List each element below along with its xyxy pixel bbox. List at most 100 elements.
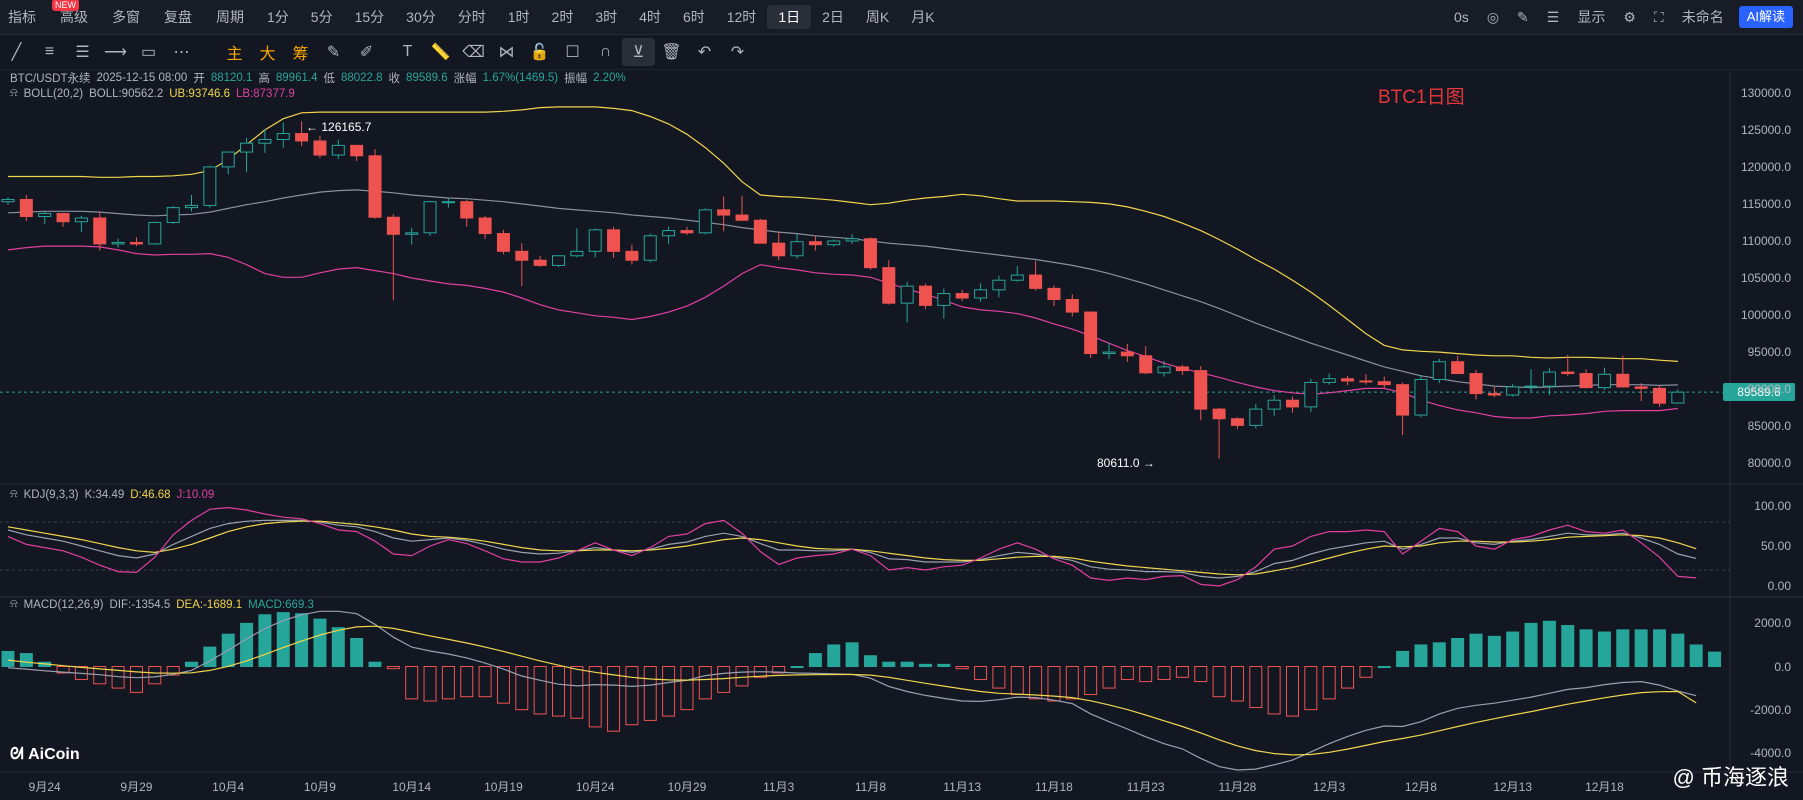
list-icon[interactable]: ☰ xyxy=(1546,9,1560,25)
interval-9[interactable]: 6时 xyxy=(682,9,705,25)
boll-legend[interactable]: ⍾ BOLL(20,2) BOLL:90562.2 UB:93746.6 LB:… xyxy=(10,87,295,100)
undo-icon[interactable]: ↶ xyxy=(697,44,712,61)
pen-icon[interactable]: ✐ xyxy=(359,44,374,61)
edit-icon[interactable]: ✎ xyxy=(1517,9,1529,25)
note-icon[interactable]: ☐ xyxy=(565,44,580,61)
rectangle-icon[interactable]: ▭ xyxy=(140,44,157,61)
pattern-icon[interactable]: ⋈ xyxy=(498,44,515,61)
lock-icon[interactable]: 🔓 xyxy=(529,44,550,61)
symbol-label[interactable]: BTC/USDT永续 xyxy=(10,73,91,85)
interval-0[interactable]: 1分 xyxy=(267,9,289,25)
interval-4[interactable]: 分时 xyxy=(457,9,486,25)
logo-text: AiCoin xyxy=(28,746,80,763)
candle xyxy=(1432,358,1446,384)
interval-5[interactable]: 1时 xyxy=(507,9,530,25)
macd-bar xyxy=(423,666,437,702)
interval-11[interactable]: 1日 xyxy=(767,5,812,29)
ruler-icon[interactable]: 📏 xyxy=(430,44,451,61)
trendline-icon[interactable]: ╱ xyxy=(11,44,22,61)
interval-2[interactable]: 15分 xyxy=(354,9,385,25)
interval-1[interactable]: 5分 xyxy=(310,9,333,25)
drawing-tool-8[interactable]: 筹 xyxy=(292,46,309,63)
candle xyxy=(1322,373,1336,385)
macd-bar xyxy=(827,644,841,668)
interval-6[interactable]: 2时 xyxy=(551,9,574,25)
candle xyxy=(735,195,749,221)
redo-icon[interactable]: ↷ xyxy=(730,44,745,61)
bell-icon[interactable]: ⍾ xyxy=(10,87,18,99)
drawing-tool-6[interactable]: 主 xyxy=(226,46,243,63)
candle xyxy=(1212,407,1226,459)
boll-ub: UB:93746.6 xyxy=(169,87,230,100)
toolbar-2[interactable]: 多窗 xyxy=(112,9,140,25)
macd-bar xyxy=(478,666,492,698)
kdj-legend[interactable]: ⍾ KDJ(9,3,3) K:34.49 D:46.68 J:10.09 xyxy=(10,488,214,501)
measure-icon[interactable]: ⋯ xyxy=(173,44,190,61)
kdj-j: J:10.09 xyxy=(176,488,215,501)
text-icon[interactable]: T xyxy=(402,43,413,60)
vertical-lines-icon[interactable]: ☰ xyxy=(75,44,90,61)
interval-12[interactable]: 2日 xyxy=(822,9,844,25)
magnet-icon[interactable]: ∩ xyxy=(599,43,612,60)
interval-3[interactable]: 30分 xyxy=(406,9,436,25)
macd-legend[interactable]: ⍾ MACD(12,26,9) DIF:-1354.5 DEA:-1689.1 … xyxy=(10,598,314,611)
macd-bar xyxy=(368,661,382,668)
brush-icon[interactable]: ✎ xyxy=(326,44,341,61)
toolbar-1[interactable]: 高级 xyxy=(60,9,88,25)
boll-ub-line xyxy=(8,106,1678,362)
layout-name-button[interactable]: 未命名 xyxy=(1681,9,1724,25)
date-tick: 11月8 xyxy=(854,780,887,794)
candle xyxy=(258,129,272,153)
bell-icon[interactable]: ⍾ xyxy=(10,488,18,500)
candle xyxy=(643,233,657,263)
candle xyxy=(1065,294,1079,317)
toolbar-4[interactable]: 周期 xyxy=(216,9,244,25)
interval-10[interactable]: 12时 xyxy=(726,9,757,25)
macd-bar xyxy=(19,653,33,668)
macd-bar xyxy=(1047,666,1061,702)
candle xyxy=(1139,346,1153,375)
date-tick: 11月18 xyxy=(1035,780,1073,794)
interval-14[interactable]: 月K xyxy=(911,9,935,25)
interval-8[interactable]: 4时 xyxy=(639,9,661,25)
drawing-tool-7[interactable]: 大 xyxy=(259,46,276,63)
candle xyxy=(1487,386,1501,398)
macd-bar xyxy=(1414,644,1428,668)
filter-icon[interactable]: ⊻ xyxy=(622,38,655,66)
macd-bar xyxy=(295,613,309,668)
date-tick: 10月24 xyxy=(575,780,615,794)
macd-bar xyxy=(974,666,988,680)
candle xyxy=(808,235,822,251)
close-label: 收 xyxy=(388,73,401,85)
display-button[interactable]: 显示 xyxy=(1577,9,1606,25)
candle xyxy=(1359,374,1373,385)
macd-bar xyxy=(643,666,657,721)
candle xyxy=(460,199,474,227)
interval-7[interactable]: 3时 xyxy=(595,9,618,25)
eraser-icon[interactable]: ⌫ xyxy=(462,44,485,61)
date-tick: 12月13 xyxy=(1493,780,1533,794)
interval-13[interactable]: 周K xyxy=(865,9,890,25)
toolbar-0[interactable]: 指标 xyxy=(8,9,36,25)
camera-icon[interactable]: ◎ xyxy=(1486,9,1500,25)
chart-title: BTC1日图 xyxy=(1378,87,1465,108)
trash-icon[interactable]: 🗑 xyxy=(661,44,682,61)
bell-icon[interactable]: ⍾ xyxy=(10,598,18,610)
ai-analysis-button[interactable]: AI解读 xyxy=(1738,6,1793,28)
date-tick: 11月13 xyxy=(943,780,982,794)
macd-bar xyxy=(1029,666,1043,700)
horizontal-lines-icon[interactable]: ≡ xyxy=(44,43,55,60)
ray-icon[interactable]: ⟶ xyxy=(104,44,127,61)
candle xyxy=(1010,266,1024,282)
macd-bar xyxy=(863,655,877,668)
settings-icon[interactable]: ⚙ xyxy=(1623,9,1636,25)
candle xyxy=(1634,383,1648,401)
toolbar-3[interactable]: 复盘 xyxy=(164,9,192,25)
price-axis-tick: 120000.0 xyxy=(1740,159,1791,174)
latency-label[interactable]: 0s xyxy=(1454,9,1469,25)
candle xyxy=(295,121,309,147)
candle xyxy=(955,289,969,301)
date-tick: 12月3 xyxy=(1313,780,1346,794)
fullscreen-icon[interactable]: ⛶ xyxy=(1653,9,1664,25)
